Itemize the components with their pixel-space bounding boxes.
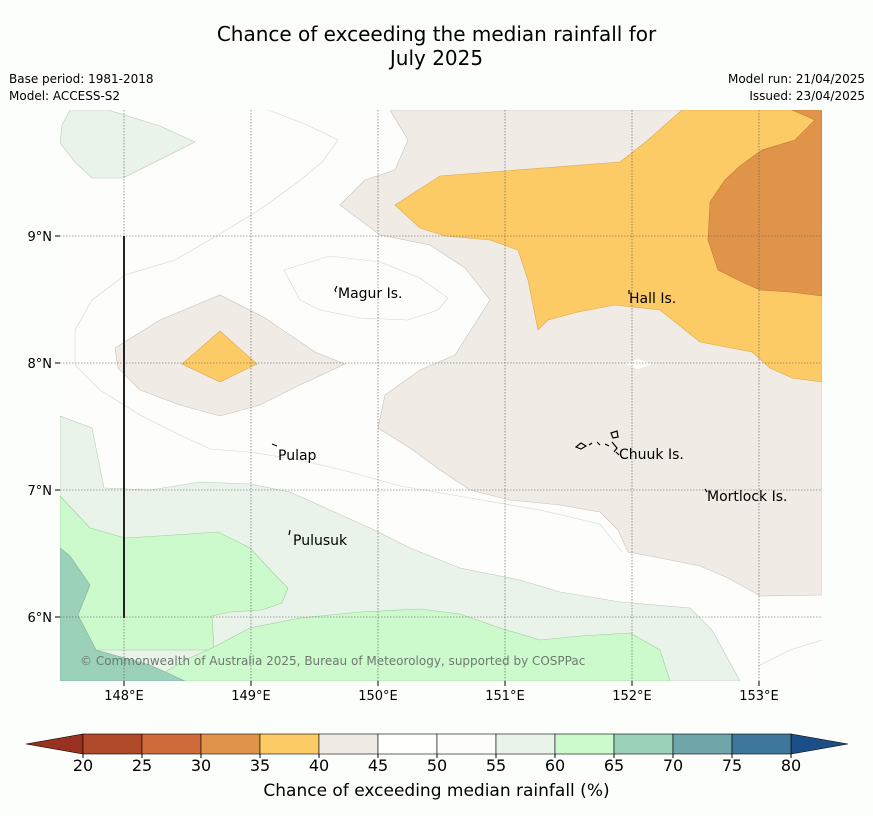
island-markers — [271, 285, 708, 536]
x-tick-149: 149°E — [231, 689, 271, 704]
place-pulap: Pulap — [278, 448, 317, 464]
map-plot-area: Magur Is. Hall Is. Pulap Chuuk Is. Mortl… — [60, 110, 822, 681]
contour-line-magur — [283, 255, 449, 321]
colorbar-swatch — [82, 733, 143, 755]
place-magur: Magur Is. — [338, 286, 403, 302]
colorbar-tick-label: 35 — [250, 756, 270, 775]
contour-35-40-northeast — [394, 110, 822, 383]
contour-65-70-southwest — [60, 547, 186, 681]
contour-line-southeast — [757, 639, 822, 667]
colorbar-label: Chance of exceeding median rainfall (%) — [263, 781, 610, 801]
place-mortlock: Mortlock Is. — [707, 489, 787, 505]
x-tick-152: 152°E — [612, 689, 652, 704]
colorbar-tick-label: 80 — [781, 756, 801, 775]
contour-35-40-west — [181, 330, 258, 383]
x-tick-150: 150°E — [358, 689, 398, 704]
contour-line-outer-45 — [74, 110, 623, 553]
map-title: Chance of exceeding the median rainfall … — [0, 22, 873, 70]
colorbar-swatch — [377, 733, 438, 755]
mortlock-island — [704, 488, 708, 493]
colorbar-tick-label: 55 — [486, 756, 506, 775]
colorbar-over-arrow — [790, 733, 849, 755]
colorbar-tick-label: 60 — [545, 756, 565, 775]
colorbar-swatch — [436, 733, 497, 755]
colorbar-tick-label: 50 — [427, 756, 447, 775]
contour-30-35-northeast — [707, 110, 822, 297]
x-tick-151: 151°E — [485, 689, 525, 704]
x-tick-148: 148°E — [104, 689, 144, 704]
y-tick-9n: 9°N — [28, 230, 53, 245]
colorbar-swatch — [495, 733, 556, 755]
colorbar-under-arrow — [25, 733, 84, 755]
title-line-1: Chance of exceeding the median rainfall … — [216, 22, 657, 46]
colorbar-tick-label: 45 — [368, 756, 388, 775]
colorbar-tick-label: 70 — [663, 756, 683, 775]
colorbar-swatch — [259, 733, 320, 755]
meta-right: Model run: 21/04/2025 Issued: 23/04/2025 — [728, 71, 865, 105]
copyright-text: © Commonwealth of Australia 2025, Bureau… — [80, 654, 585, 668]
colorbar-tick-label: 40 — [309, 756, 329, 775]
pulusuk-island — [288, 529, 291, 536]
colorbar-tick-label: 75 — [722, 756, 742, 775]
y-tick-6n: 6°N — [28, 611, 53, 626]
x-tick-153: 153°E — [739, 689, 779, 704]
place-chuuk: Chuuk Is. — [619, 447, 684, 463]
colorbar-swatch — [141, 733, 202, 755]
magur-island — [334, 285, 338, 293]
colorbar-tick-label: 65 — [604, 756, 624, 775]
colorbar-tick-label: 30 — [191, 756, 211, 775]
colorbar-tick-label: 25 — [132, 756, 152, 775]
y-tick-7n: 7°N — [28, 484, 53, 499]
y-axis: 9°N 8°N 7°N 6°N — [28, 230, 60, 626]
colorbar-swatch — [613, 733, 674, 755]
y-tick-8n: 8°N — [28, 357, 53, 372]
colorbar-swatch — [672, 733, 733, 755]
colorbar-swatch — [318, 733, 379, 755]
title-line-2: July 2025 — [389, 46, 484, 70]
contour-55-60-north — [60, 110, 196, 179]
contour-60-65-south — [60, 495, 289, 651]
model-run-text: Model run: 21/04/2025 — [727, 72, 865, 86]
colorbar-swatch — [200, 733, 261, 755]
colorbar-swatch — [554, 733, 615, 755]
x-axis: 148°E 149°E 150°E 151°E 152°E 153°E — [104, 681, 779, 704]
pulap-island — [271, 443, 278, 447]
chuuk-islands — [574, 430, 620, 456]
place-pulusuk: Pulusuk — [293, 533, 348, 549]
contour-60-65-southeast — [149, 608, 671, 681]
model-text: Model: ACCESS-S2 — [9, 89, 121, 103]
colorbar-tick-label: 20 — [73, 756, 93, 775]
place-hall: Hall Is. — [629, 291, 676, 307]
issued-text: Issued: 23/04/2025 — [749, 89, 865, 103]
meta-left: Base period: 1981-2018 Model: ACCESS-S2 — [9, 71, 154, 105]
colorbar-swatch — [731, 733, 792, 755]
base-period-text: Base period: 1981-2018 — [9, 72, 154, 86]
colorbar: 20 25 30 35 40 45 50 55 60 65 70 75 80 — [25, 733, 849, 775]
